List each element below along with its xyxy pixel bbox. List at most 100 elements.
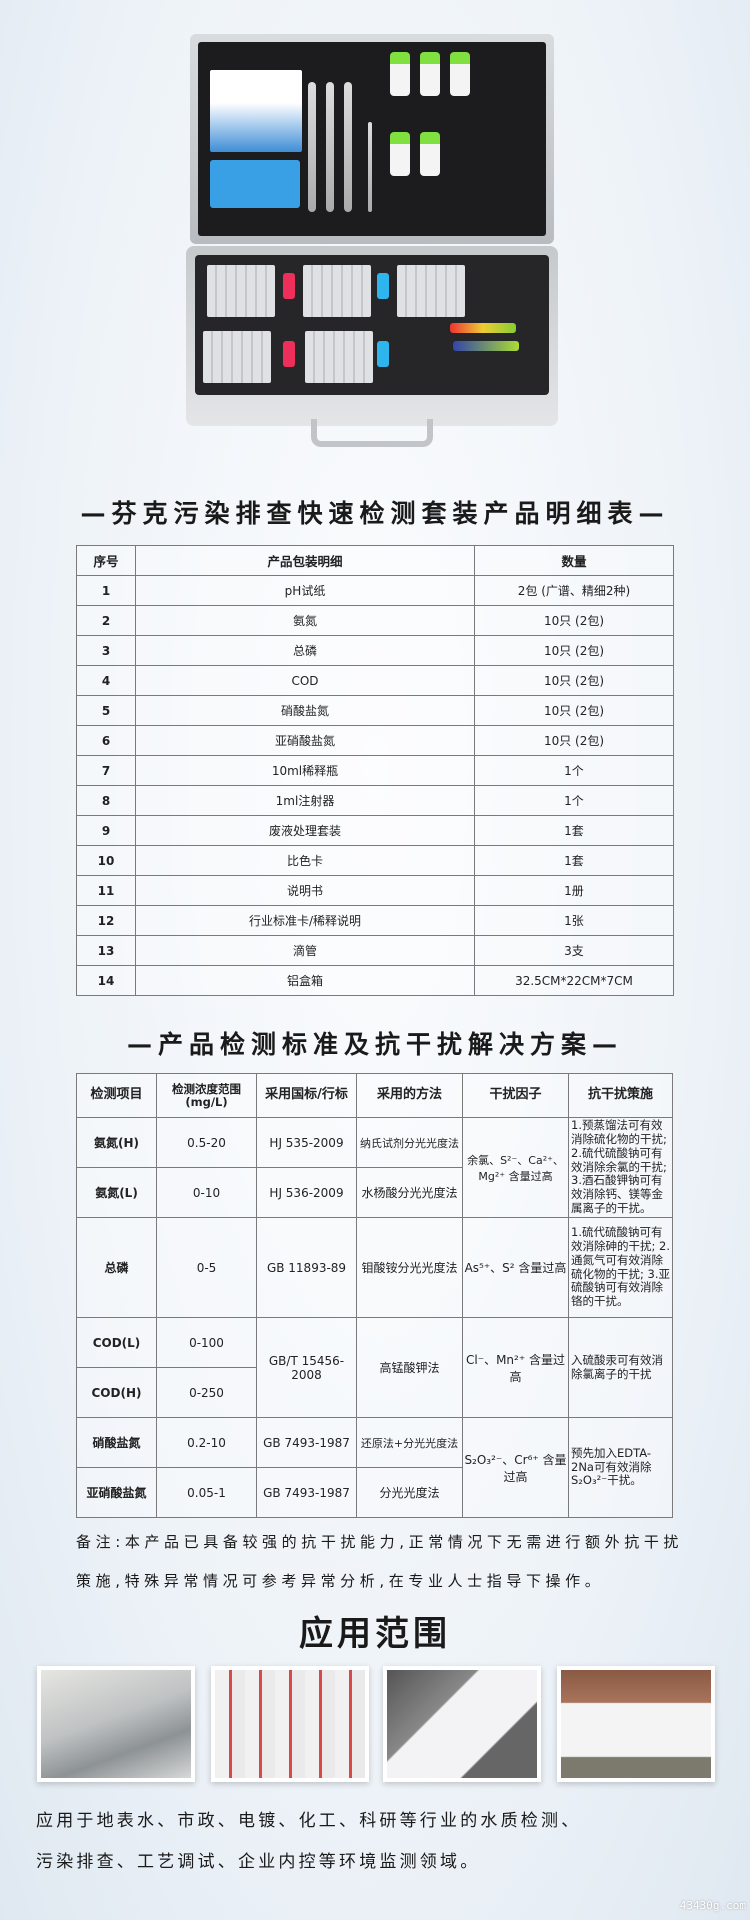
note-line-2: 策施,特殊异常情况可参考异常分析,在专业人士指导下操作。	[76, 1572, 605, 1590]
item: 总磷	[135, 635, 475, 666]
item: 氨氮	[135, 605, 475, 636]
table-row: COD(H) 0-250	[76, 1367, 673, 1418]
table-row: 13 滴管 3支	[76, 935, 674, 966]
test-tube-pack	[203, 331, 271, 383]
interference: Cl⁻、Mn²⁺ 含量过高	[462, 1317, 569, 1418]
quantity: 1个	[474, 755, 674, 786]
standard: GB/T 15456-2008	[256, 1317, 357, 1418]
manual-booklet	[210, 70, 302, 152]
range: 0.2-10	[156, 1417, 257, 1468]
dropper	[344, 82, 352, 212]
item: COD(L)	[76, 1317, 157, 1368]
standards-table-title: —产品检测标准及抗干扰解决方案—	[126, 1030, 623, 1059]
column-header: 干扰因子	[462, 1073, 569, 1118]
column-header: 序号	[76, 545, 136, 576]
ph-paper	[450, 323, 516, 333]
test-tube-pack	[303, 265, 371, 317]
table-row: 2 氨氮 10只 (2包)	[76, 605, 674, 636]
column-header: 产品包装明细	[135, 545, 475, 576]
kit-table-title: —芬克污染排查快速检测套装产品明细表—	[80, 499, 670, 528]
method: 水杨酸分光光度法	[356, 1167, 463, 1218]
index: 3	[76, 635, 136, 666]
watermark: 43430g.com	[679, 1899, 746, 1912]
index: 14	[76, 965, 136, 996]
method: 高锰酸钾法	[356, 1317, 463, 1418]
item: pH试纸	[135, 575, 475, 606]
reagent-bottle	[450, 52, 470, 96]
table-row: 9 废液处理套装 1套	[76, 815, 674, 846]
measures: 1.预蒸馏法可有效消除硫化物的干扰; 2.硫代硫酸钠可有效消除余氯的干扰; 3.…	[568, 1117, 673, 1218]
sample-bottles-photo	[211, 1666, 369, 1782]
test-tube-pack	[207, 265, 275, 317]
index: 1	[76, 575, 136, 606]
color-card	[210, 160, 300, 208]
measures: 1.硫代硫酸钠可有效消除砷的干扰; 2.通氮气可有效消除硫化物的干扰; 3.亚硫…	[568, 1217, 673, 1318]
index: 11	[76, 875, 136, 906]
table-row: 硝酸盐氮 0.2-10 GB 7493-1987 还原法+分光光度法 S₂O₃²…	[76, 1417, 673, 1518]
column-header: 检测浓度范围 (mg/L)	[156, 1073, 257, 1118]
item: 硝酸盐氮	[76, 1417, 157, 1468]
reagent-bottle	[420, 52, 440, 96]
item: 氨氮(H)	[76, 1117, 157, 1168]
color-card-test-photo	[383, 1666, 541, 1782]
reagent-vial	[377, 341, 389, 367]
table-row: 12 行业标准卡/稀释说明 1张	[76, 905, 674, 936]
dropper	[326, 82, 334, 212]
index: 7	[76, 755, 136, 786]
column-header: 采用国标/行标	[256, 1073, 357, 1118]
quantity: 3支	[474, 935, 674, 966]
interference: As⁵⁺、S² 含量过高	[462, 1217, 569, 1318]
index: 5	[76, 695, 136, 726]
item: 滴管	[135, 935, 475, 966]
quantity: 2包 (广谱、精细2种)	[474, 575, 674, 606]
column-header: 检测项目	[76, 1073, 157, 1118]
reagent-bottle	[390, 132, 410, 176]
method: 纳氏试剂分光光度法	[356, 1117, 463, 1168]
quantity: 10只 (2包)	[474, 605, 674, 636]
item: 硝酸盐氮	[135, 695, 475, 726]
item: 亚硝酸盐氮	[76, 1467, 157, 1518]
standard: GB 7493-1987	[256, 1417, 357, 1468]
dropper	[308, 82, 316, 212]
range: 0-5	[156, 1217, 257, 1318]
application-line-2: 污染排查、工艺调试、企业内控等环境监测领域。	[36, 1852, 481, 1872]
interference: S₂O₃²⁻、Cr⁶⁺ 含量过高	[462, 1417, 569, 1518]
range: 0-10	[156, 1167, 257, 1218]
standards-table: 检测项目 检测浓度范围 (mg/L) 采用国标/行标 采用的方法 干扰因子 抗干…	[76, 1073, 673, 1518]
quantity: 1册	[474, 875, 674, 906]
application-title: 应用范围	[299, 1614, 451, 1654]
item: 说明书	[135, 875, 475, 906]
measures: 入硫酸汞可有效消除氯离子的干扰	[568, 1317, 673, 1418]
table-row: 8 1ml注射器 1个	[76, 785, 674, 816]
quantity: 1套	[474, 815, 674, 846]
standard: GB 7493-1987	[256, 1467, 357, 1518]
ph-paper	[453, 341, 519, 351]
table-row: 3 总磷 10只 (2包)	[76, 635, 674, 666]
column-header: 采用的方法	[356, 1073, 463, 1118]
standard: HJ 536-2009	[256, 1167, 357, 1218]
range: 0-250	[156, 1367, 257, 1418]
item: 铝盒箱	[135, 965, 475, 996]
kit-case-photo	[186, 34, 558, 448]
quantity: 10只 (2包)	[474, 665, 674, 696]
quantity: 10只 (2包)	[474, 695, 674, 726]
syringe	[368, 122, 372, 212]
quantity: 1张	[474, 905, 674, 936]
reagent-vial	[283, 341, 295, 367]
method: 钼酸铵分光光度法	[356, 1217, 463, 1318]
field-test-photo	[557, 1666, 715, 1782]
table-row: 氨氮(L) 0-10 HJ 536-2009 水杨酸分光光度法	[76, 1167, 673, 1218]
item: COD(H)	[76, 1367, 157, 1418]
table-row: 4 COD 10只 (2包)	[76, 665, 674, 696]
item: 亚硝酸盐氮	[135, 725, 475, 756]
table-row: 1 pH试纸 2包 (广谱、精细2种)	[76, 575, 674, 606]
range: 0.05-1	[156, 1467, 257, 1518]
case-handle	[311, 419, 433, 447]
item: 比色卡	[135, 845, 475, 876]
item: 10ml稀释瓶	[135, 755, 475, 786]
test-tube-pack	[305, 331, 373, 383]
reagent-bottle	[420, 132, 440, 176]
range: 0.5-20	[156, 1117, 257, 1168]
item: 1ml注射器	[135, 785, 475, 816]
index: 9	[76, 815, 136, 846]
